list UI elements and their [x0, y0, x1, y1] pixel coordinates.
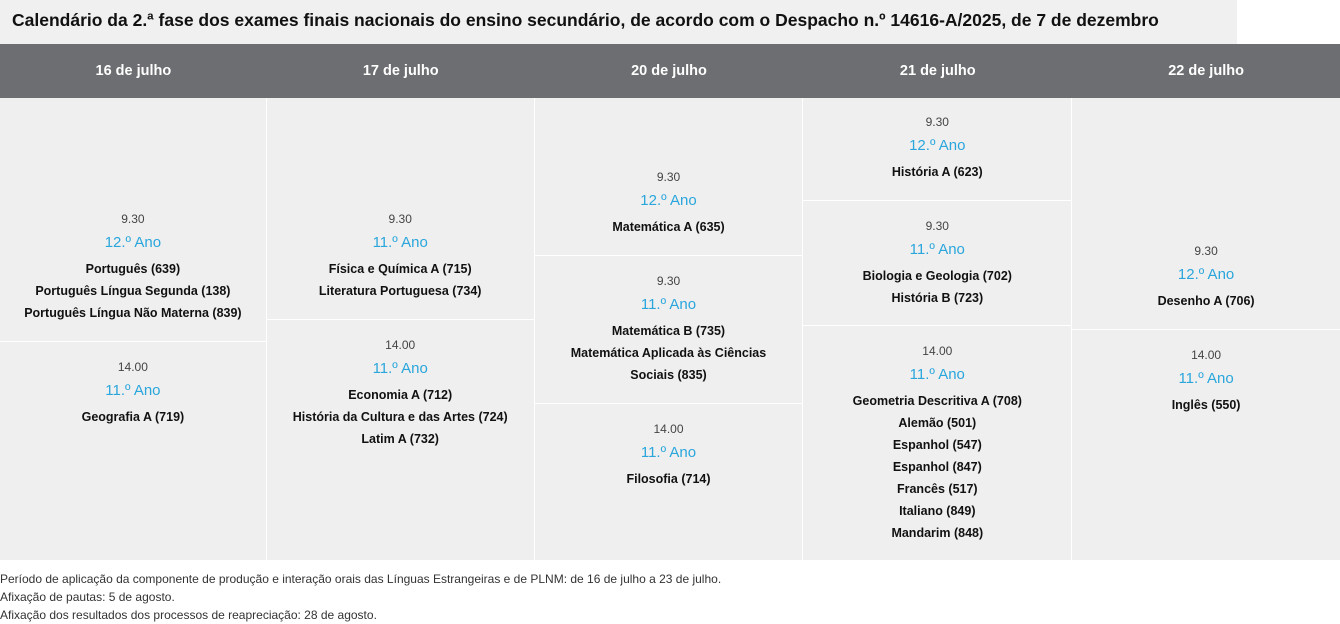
session-time: 14.00: [385, 338, 416, 352]
exam-subject: Português (639): [85, 262, 181, 276]
exam-subject: Economia A (712): [348, 388, 453, 402]
session-time: 14.00: [117, 360, 148, 374]
session-time: 14.00: [653, 422, 684, 436]
session-time: 9.30: [925, 115, 949, 129]
session-time: 9.30: [1194, 244, 1218, 258]
note: Período de aplicação da componente de pr…: [0, 572, 722, 586]
school-year: 11.º Ano: [372, 360, 428, 377]
school-year: 11.º Ano: [640, 296, 697, 313]
exam-subject: Física e Química A (715): [328, 262, 472, 276]
school-year: 12.º Ano: [640, 192, 697, 209]
exam-session: 14.00 11.º Ano Geografia A (719): [0, 342, 266, 560]
date-header: 22 de julho: [1168, 63, 1244, 79]
school-year: 11.º Ano: [909, 240, 965, 258]
school-year: 11.º Ano: [640, 444, 697, 461]
school-year: 12.º Ano: [1177, 266, 1235, 283]
day-column: 9.30 11.º Ano Física e Química A (715) Lite…: [266, 98, 534, 560]
session-time: 14.00: [1191, 348, 1222, 362]
session-time: 9.30: [656, 170, 681, 184]
footnotes: Período de aplicação da componente de pr…: [0, 570, 721, 624]
date-header: 21 de julho: [899, 63, 976, 79]
session-time: 9.30: [656, 274, 681, 288]
exam-session: 9.30 11.º Ano Física e Química A (715) Lite…: [266, 98, 534, 319]
exam-subject: Matemática A (635): [612, 220, 725, 234]
exam-calendar-grid: 9.30 12.º Ano Português (639) Português Lín…: [0, 98, 1340, 560]
exam-subject: Filosofia (714): [626, 472, 711, 486]
exam-subject: Biologia e Geologia (702): [862, 268, 1012, 283]
exam-subject: Alemão (501): [898, 416, 977, 430]
exam-session: 14.00 11.º Ano Filosofia (714): [534, 404, 803, 560]
school-year: 11.º Ano: [105, 382, 161, 399]
session-time: 9.30: [925, 218, 949, 233]
day-column: 9.30 12.º Ano Matemática A (635) 9.30 11.º A…: [534, 98, 803, 560]
note: Afixação dos resultados dos processos de…: [0, 608, 377, 622]
page-title: Calendário da 2.ª fase dos exames finais…: [0, 0, 1237, 44]
exam-subject: Geografia A (719): [81, 410, 185, 424]
exam-session: 14.00 11.º Ano Inglês (550): [1072, 330, 1340, 560]
session-time: 9.30: [388, 212, 412, 226]
exam-subject: Espanhol (847): [892, 460, 982, 474]
session-time: 14.00: [922, 344, 953, 358]
day-column: 9.30 12.º Ano História A (623) 9.30 11.º Ano…: [803, 98, 1072, 560]
school-year: 12.º Ano: [104, 234, 162, 251]
school-year: 11.º Ano: [1178, 370, 1234, 387]
exam-subject: Literatura Portuguesa (734): [318, 284, 482, 298]
exam-session: 9.30 12.º Ano Desenho A (706): [1072, 98, 1340, 329]
exam-subject: História da Cultura e das Artes (724): [292, 410, 508, 424]
exam-session: 14.00 11.º Ano Economia A (712) História da…: [266, 320, 534, 560]
exam-session: 9.30 11.º Ano Biologia e Geologia (702) His…: [803, 201, 1072, 325]
date-header: 20 de julho: [631, 63, 707, 79]
day-column: 9.30 12.º Ano Desenho A (706) 14.00 11.º Ano…: [1072, 98, 1340, 560]
note: Afixação de pautas: 5 de agosto.: [0, 590, 175, 604]
exam-subject: Latim A (732): [361, 432, 439, 446]
exam-session: 9.30 11.º Ano Matemática B (735) Matemática…: [534, 256, 803, 403]
exam-session: 9.30 12.º Ano História A (623): [803, 98, 1072, 200]
exam-session: 9.30 12.º Ano Matemática A (635): [534, 98, 803, 255]
day-column: 9.30 12.º Ano Português (639) Português Lín…: [0, 98, 266, 560]
date-header-row: 16 de julho 17 de julho 20 de julho 21 de j…: [0, 44, 1340, 98]
exam-subject: Matemática Aplicada às Ciências: [570, 346, 767, 360]
exam-subject: Sociais (835): [630, 368, 707, 382]
session-time: 9.30: [121, 212, 145, 226]
school-year: 11.º Ano: [372, 234, 428, 251]
exam-subject: História A (623): [891, 165, 983, 179]
exam-subject: Francês (517): [896, 482, 978, 496]
exam-subject: Espanhol (547): [892, 438, 982, 452]
date-header: 16 de julho: [95, 63, 172, 79]
school-year: 12.º Ano: [909, 137, 966, 154]
exam-subject: Italiano (849): [899, 504, 976, 518]
exam-subject: Português Língua Não Materna (839): [24, 306, 242, 320]
exam-subject: Mandarim (848): [891, 526, 984, 540]
exam-session: 14.00 11.º Ano Geometria Descritiva A (708…: [803, 326, 1072, 560]
exam-subject: História B (723): [891, 290, 984, 305]
school-year: 11.º Ano: [909, 366, 965, 383]
exam-subject: Desenho A (706): [1157, 294, 1255, 308]
exam-session: 9.30 12.º Ano Português (639) Português Lín…: [0, 98, 266, 341]
date-header: 17 de julho: [362, 63, 439, 79]
exam-subject: Inglês (550): [1171, 398, 1241, 412]
exam-subject: Português Língua Segunda (138): [35, 284, 231, 298]
exam-subject: Matemática B (735): [611, 324, 726, 338]
exam-subject: Geometria Descritiva A (708): [852, 394, 1022, 408]
